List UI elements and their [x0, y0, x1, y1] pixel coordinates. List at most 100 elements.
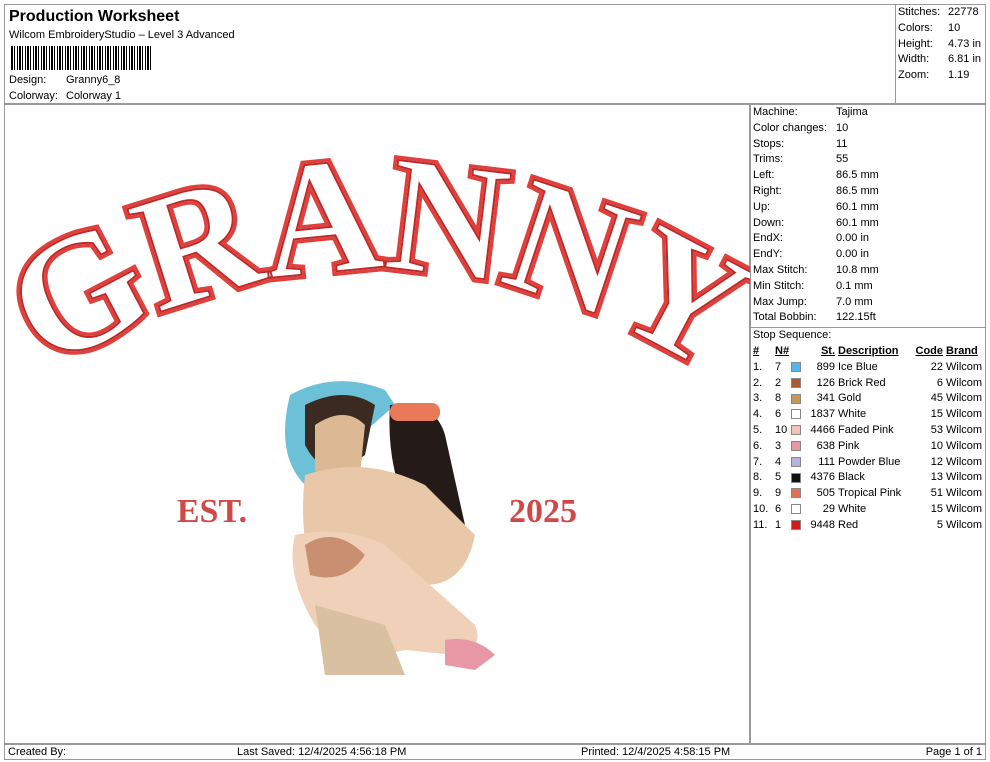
color-swatch [791, 472, 801, 483]
table-row: 3. 8 341 Gold 45 Wilcom [753, 391, 985, 407]
brand: Wilcom [946, 487, 983, 500]
needle-number: 9 [775, 487, 782, 500]
color-code: 12 [930, 455, 943, 468]
machine-key: Down: [753, 216, 785, 229]
stitch-count: 4466 [810, 424, 835, 437]
machine-value: 0.00 in [836, 232, 870, 245]
stitch-count: 1837 [810, 408, 835, 421]
color-code: 15 [930, 503, 943, 516]
color-description: Brick Red [838, 376, 886, 389]
color-description: White [838, 408, 867, 421]
row-index: 7. [753, 455, 763, 468]
table-row: 11. 1 9448 Red 5 Wilcom [753, 517, 985, 533]
brand: Wilcom [946, 518, 983, 531]
color-swatch [791, 519, 801, 530]
table-row: 9. 9 505 Tropical Pink 51 Wilcom [753, 485, 985, 501]
design-value: Granny6_8 [66, 74, 121, 86]
brand: Wilcom [946, 424, 983, 437]
design-row: Design: Granny6_8 [9, 74, 120, 86]
color-swatch [791, 377, 801, 388]
table-row: 4. 6 1837 White 15 Wilcom [753, 406, 985, 422]
table-row: 5. 10 4466 Faded Pink 53 Wilcom [753, 422, 985, 438]
summary-row: Colors: 10 [896, 21, 985, 37]
stitch-count: 4376 [810, 471, 835, 484]
summary-value: 6.81 in [948, 53, 982, 66]
brand: Wilcom [946, 360, 983, 373]
machine-key: Up: [753, 200, 771, 213]
brand: Wilcom [946, 408, 983, 421]
machine-key: EndX: [753, 232, 783, 245]
col-stitches: St. [820, 345, 835, 357]
machine-value: 86.5 mm [836, 169, 879, 182]
machine-value: 10.8 mm [836, 263, 879, 276]
summary-value: 1.19 [948, 69, 970, 82]
machine-key: Color changes: [753, 121, 827, 134]
machine-value: 10 [836, 121, 849, 134]
table-row: 10. 6 29 White 15 Wilcom [753, 501, 985, 517]
color-code: 51 [930, 487, 943, 500]
color-description: Powder Blue [838, 455, 901, 468]
machine-info-panel: Machine: Tajima Color changes: 10 Stops: 11 Tr… [750, 104, 986, 744]
year-text: 2025 [509, 493, 577, 530]
stitch-count: 505 [816, 487, 835, 500]
machine-key: Total Bobbin: [753, 311, 817, 324]
machine-value: 60.1 mm [836, 200, 879, 213]
color-description: Gold [838, 392, 862, 405]
stitch-count: 638 [816, 439, 835, 452]
table-header: # N# St. Description Code Brand [753, 343, 985, 359]
summary-value: 22778 [948, 6, 979, 18]
summary-key: Zoom: [898, 69, 930, 82]
stitch-count: 341 [816, 392, 835, 405]
col-code: Code [915, 345, 944, 357]
machine-key: Stops: [753, 137, 785, 150]
machine-row: Max Jump: 7.0 mm [751, 295, 985, 311]
machine-row: EndX: 0.00 in [751, 231, 985, 247]
machine-row: Max Stitch: 10.8 mm [751, 263, 985, 279]
machine-value: 7.0 mm [836, 295, 873, 308]
col-needle: N# [775, 345, 790, 357]
machine-key: Max Stitch: [753, 263, 808, 276]
machine-row: Left: 86.5 mm [751, 168, 985, 184]
color-code: 15 [930, 408, 943, 421]
machine-value: 0.1 mm [836, 279, 873, 292]
page-title: Production Worksheet [9, 8, 180, 25]
summary-value: 4.73 in [948, 37, 982, 50]
machine-key: Machine: [753, 106, 798, 118]
stitch-count: 29 [822, 503, 835, 516]
color-description: Red [838, 518, 859, 531]
machine-row: Down: 60.1 mm [751, 216, 985, 232]
design-preview: GRANNY GRANNY GRANNY EST. 2025 [0, 104, 787, 744]
needle-number: 3 [775, 439, 782, 452]
figure-illustration [285, 381, 495, 675]
color-description: Black [838, 471, 865, 484]
machine-key: EndY: [753, 248, 783, 261]
row-index: 1. [753, 360, 763, 373]
needle-number: 2 [775, 376, 782, 389]
color-description: Tropical Pink [838, 487, 902, 500]
brand: Wilcom [946, 455, 983, 468]
color-code: 5 [936, 518, 943, 531]
table-row: 2. 2 126 Brick Red 6 Wilcom [753, 375, 985, 391]
summary-row: Height: 4.73 in [896, 37, 985, 53]
brand: Wilcom [946, 503, 983, 516]
software-name: Wilcom EmbroideryStudio – Level 3 Advanc… [9, 29, 235, 41]
brand: Wilcom [946, 376, 983, 389]
brand: Wilcom [946, 392, 983, 405]
color-swatch [791, 425, 801, 436]
color-code: 53 [930, 424, 943, 437]
summary-key: Colors: [898, 21, 933, 34]
stitch-count: 126 [816, 376, 835, 389]
needle-number: 1 [775, 518, 782, 531]
colorway-row: Colorway: Colorway 1 [9, 90, 121, 102]
row-index: 9. [753, 487, 763, 500]
machine-value: 122.15ft [836, 311, 876, 324]
row-index: 3. [753, 392, 763, 405]
table-row: 6. 3 638 Pink 10 Wilcom [753, 438, 985, 454]
summary-value: 10 [948, 21, 961, 34]
machine-key: Min Stitch: [753, 279, 805, 292]
color-swatch [791, 456, 801, 467]
color-swatch [791, 361, 801, 372]
svg-text:GRANNY: GRANNY [5, 120, 751, 404]
color-description: Ice Blue [838, 360, 878, 373]
color-code: 22 [930, 360, 943, 373]
